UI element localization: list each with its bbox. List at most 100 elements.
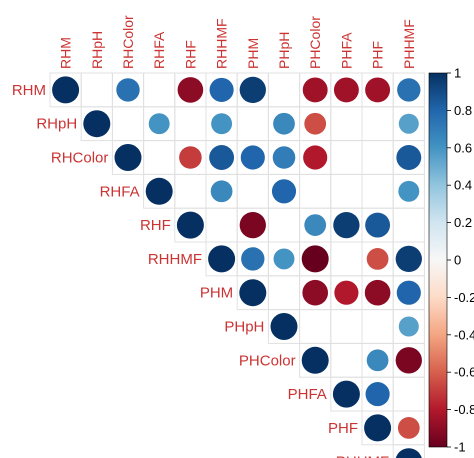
correlation-circle-RHF-RHF <box>176 211 204 239</box>
correlation-circle-PHColor-PHF <box>366 349 389 372</box>
column-label-RHFA: RHFA <box>151 31 167 69</box>
colorbar-tick-label: -0.4 <box>454 327 474 342</box>
grid-cell <box>299 309 332 344</box>
correlation-circle-RHM-RHHMF <box>209 77 234 102</box>
column-label-PHHMF: PHHMF <box>401 19 417 69</box>
colorbar: 1 0.8 0.6 0.4 0.2 0 -0.2 -0.4 -0.6 -0.8 -1 <box>428 66 474 455</box>
correlation-circle-RHHMF-PHF <box>366 248 389 270</box>
correlation-circle-RHpH-PHColor <box>304 112 327 135</box>
correlation-circle-PHColor-PHHMF <box>395 347 422 374</box>
grid-cell <box>174 173 207 209</box>
grid-cell <box>174 106 207 142</box>
correlation-circle-RHF-PHColor <box>304 214 327 236</box>
correlation-circles <box>52 76 422 458</box>
column-label-RHM: RHM <box>58 37 74 69</box>
row-label-RHF: RHF <box>140 217 171 234</box>
column-label-RHF: RHF <box>182 40 198 69</box>
correlation-circle-RHM-RHColor <box>116 78 140 102</box>
correlation-circle-PHF-PHHMF <box>397 417 420 439</box>
grid-cell <box>330 173 363 209</box>
colorbar-tick-label: 1 <box>454 66 461 81</box>
grid-cell <box>267 207 301 243</box>
grid-cell <box>111 106 145 142</box>
grid-cell <box>392 444 425 458</box>
row-label-RHFA: RHFA <box>100 183 140 200</box>
row-label-RHM: RHM <box>12 82 46 99</box>
correlation-circle-RHpH-RHHMF <box>211 113 233 135</box>
grid-cell <box>392 207 425 243</box>
correlation-circle-RHM-PHM <box>239 76 266 104</box>
correlation-circle-RHFA-PHpH <box>271 179 297 204</box>
colorbar-tick-label: 0.4 <box>454 178 472 193</box>
grid-cell <box>330 140 363 175</box>
grid-cell <box>236 106 269 142</box>
correlation-circle-RHHMF-RHHMF <box>208 245 236 273</box>
correlation-circle-RHpH-RHpH <box>83 110 111 138</box>
row-label-RHpH: RHpH <box>36 116 77 133</box>
correlation-circle-RHColor-RHF <box>179 146 202 169</box>
grid-cell <box>80 72 113 108</box>
grid-cell <box>143 72 176 108</box>
column-label-PHColor: PHColor <box>307 16 323 69</box>
correlation-circle-RHColor-PHM <box>240 145 265 170</box>
row-label-RHColor: RHColor <box>51 150 109 167</box>
grid-cell <box>361 106 394 142</box>
correlation-circle-RHpH-RHFA <box>148 113 170 135</box>
colorbar-tick-label: 0.8 <box>454 103 472 118</box>
correlation-circle-PHColor-PHColor <box>301 346 329 374</box>
correlation-circle-RHColor-PHHMF <box>396 145 422 170</box>
colorbar-tick-label: -1 <box>454 440 466 455</box>
correlation-circle-PHHMF-PHHMF <box>395 448 422 458</box>
colorbar-gradient <box>428 72 448 448</box>
grid-cell <box>205 207 238 243</box>
correlation-circle-PHM-PHF <box>364 279 391 306</box>
correlation-circle-PHpH-PHHMF <box>398 316 419 337</box>
column-label-PHM: PHM <box>245 38 261 69</box>
grid-cell <box>267 72 301 108</box>
correlation-circle-RHM-RHM <box>52 76 80 104</box>
grid-cell <box>330 309 363 344</box>
colorbar-tick-label: 0.6 <box>454 140 472 155</box>
grid-cell <box>299 173 332 209</box>
correlation-circle-RHpH-PHHMF <box>398 113 419 134</box>
column-label-PHF: PHF <box>370 41 386 69</box>
correlation-circle-PHFA-PHF <box>365 382 390 407</box>
column-label-PHFA: PHFA <box>338 32 354 69</box>
column-labels: RHM RHpH RHColor RHFA RHF RHHMF PHM PHpH PHColor… <box>58 15 417 69</box>
row-label-PHFA: PHFA <box>288 386 327 403</box>
grid-cell <box>236 173 269 209</box>
correlation-circle-RHF-PHFA <box>333 211 360 239</box>
correlation-circle-RHColor-RHHMF <box>209 145 235 170</box>
colorbar-tick-label: 0 <box>454 253 461 268</box>
correlation-circle-RHHMF-PHpH <box>273 248 295 270</box>
row-label-PHColor: PHColor <box>239 352 296 369</box>
correlation-circle-PHM-PHM <box>239 279 267 307</box>
column-label-RHColor: RHColor <box>120 15 136 69</box>
colorbar-tick-label: -0.2 <box>454 290 474 305</box>
grid-lines <box>49 72 425 458</box>
grid-cell <box>143 140 176 175</box>
column-label-RHpH: RHpH <box>89 31 105 69</box>
correlation-circle-RHFA-RHHMF <box>210 180 233 203</box>
correlation-circle-RHpH-PHpH <box>273 112 295 135</box>
row-label-PHHMF: PHHMF <box>336 454 389 458</box>
correlation-circle-RHHMF-PHHMF <box>395 245 422 273</box>
grid-cell <box>361 309 394 344</box>
row-label-RHHMF: RHHMF <box>148 251 202 268</box>
grid-cell <box>330 342 363 378</box>
correlation-circle-PHpH-PHpH <box>270 313 298 340</box>
correlation-circle-RHHMF-PHColor <box>301 245 329 273</box>
grid-cell <box>330 241 363 277</box>
correlation-circle-RHF-PHM <box>239 211 266 239</box>
grid-cell <box>361 173 394 209</box>
correlation-circle-PHM-PHFA <box>334 280 359 305</box>
correlation-circle-RHM-PHHMF <box>397 78 421 102</box>
correlation-circle-RHM-PHFA <box>333 77 359 103</box>
correlation-circle-PHF-PHF <box>364 414 392 442</box>
correlation-circle-RHM-RHF <box>177 77 204 103</box>
colorbar-tick-label: 0.2 <box>454 215 472 230</box>
correlation-circle-PHM-PHColor <box>302 279 329 306</box>
row-label-PHM: PHM <box>200 285 233 302</box>
